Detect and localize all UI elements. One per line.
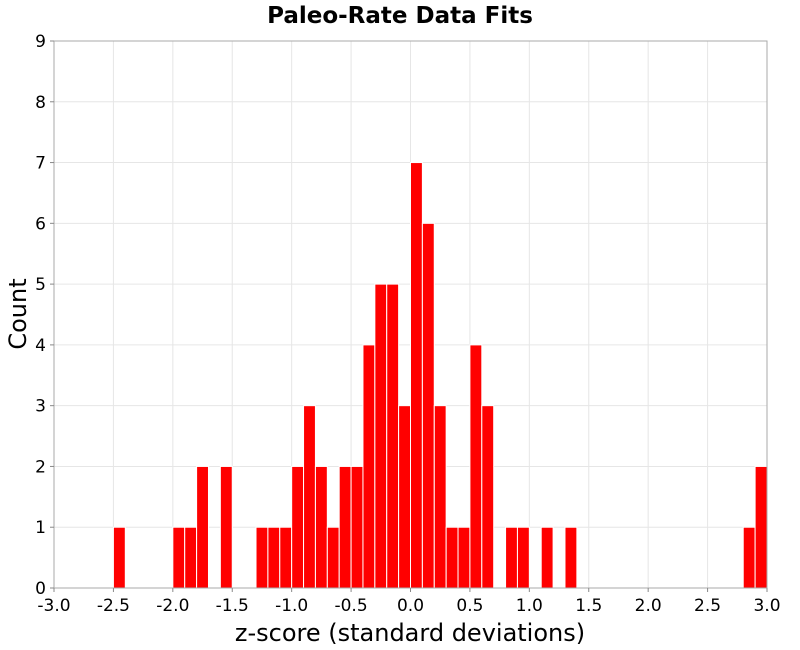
x-tick-label: -3.0 bbox=[37, 596, 70, 616]
x-tick-label: 0.0 bbox=[397, 596, 424, 616]
histogram-bar bbox=[564, 526, 578, 589]
histogram-bar bbox=[445, 526, 459, 589]
y-tick-label: 3 bbox=[35, 397, 46, 417]
x-tick-label: -2.5 bbox=[97, 596, 130, 616]
histogram-bar bbox=[398, 405, 412, 589]
y-tick-label: 0 bbox=[35, 579, 46, 599]
x-tick-label: 2.5 bbox=[694, 596, 721, 616]
histogram-bar bbox=[291, 465, 305, 589]
y-tick-label: 5 bbox=[35, 275, 46, 295]
histogram-bar bbox=[303, 405, 316, 589]
y-tick-label: 4 bbox=[35, 336, 46, 356]
histogram-bar bbox=[219, 465, 233, 589]
histogram-bar bbox=[374, 283, 388, 589]
y-tick-label: 9 bbox=[35, 32, 46, 52]
chart-title: Paleo-Rate Data Fits bbox=[267, 3, 533, 29]
histogram-bar bbox=[540, 526, 554, 589]
histogram-bar bbox=[172, 526, 186, 589]
histogram-bar bbox=[505, 526, 518, 589]
histogram-bar bbox=[314, 465, 328, 589]
histogram-bar bbox=[410, 162, 423, 589]
histogram-bar bbox=[279, 526, 293, 589]
bars bbox=[112, 162, 768, 589]
y-axis-ticks: 0 1 2 3 4 5 6 7 8 9 bbox=[35, 32, 54, 599]
histogram-bar bbox=[112, 526, 126, 589]
histogram-bar bbox=[742, 526, 756, 589]
y-tick-label: 1 bbox=[35, 518, 46, 538]
histogram-bar bbox=[255, 526, 269, 589]
x-tick-label: -0.5 bbox=[334, 596, 367, 616]
x-axis-ticks: -3.0 -2.5 -2.0 -1.5 -1.0 -0.5 0.0 0.5 1.0 1.5 2.0 2… bbox=[37, 588, 781, 616]
y-tick-label: 7 bbox=[35, 154, 46, 174]
histogram-bar bbox=[196, 465, 209, 589]
x-tick-label: -1.5 bbox=[216, 596, 249, 616]
histogram-bar bbox=[754, 465, 768, 589]
histogram-bar bbox=[362, 344, 376, 589]
histogram-bar bbox=[184, 526, 198, 589]
histogram-bar bbox=[469, 344, 483, 589]
x-tick-label: 3.0 bbox=[753, 596, 780, 616]
histogram-bar bbox=[326, 526, 340, 589]
x-tick-label: 2.0 bbox=[635, 596, 662, 616]
histogram-bar bbox=[338, 465, 352, 589]
x-tick-label: 1.0 bbox=[516, 596, 543, 616]
y-tick-label: 6 bbox=[35, 214, 46, 234]
x-tick-label: 0.5 bbox=[456, 596, 483, 616]
histogram-bar bbox=[433, 405, 447, 589]
x-tick-label: -1.0 bbox=[275, 596, 308, 616]
histogram-bar bbox=[386, 283, 400, 589]
y-tick-label: 2 bbox=[35, 457, 46, 477]
x-tick-label: 1.5 bbox=[575, 596, 602, 616]
histogram-bar bbox=[267, 526, 281, 589]
histogram-bar bbox=[457, 526, 471, 589]
histogram-bar bbox=[516, 526, 530, 589]
y-tick-label: 8 bbox=[35, 93, 46, 113]
x-tick-label: -2.0 bbox=[156, 596, 189, 616]
histogram-bar bbox=[421, 222, 435, 589]
x-axis-label: z-score (standard deviations) bbox=[235, 619, 585, 647]
y-axis-label: Count bbox=[4, 278, 32, 349]
histogram-bar bbox=[481, 405, 495, 589]
histogram-bar bbox=[350, 465, 364, 589]
